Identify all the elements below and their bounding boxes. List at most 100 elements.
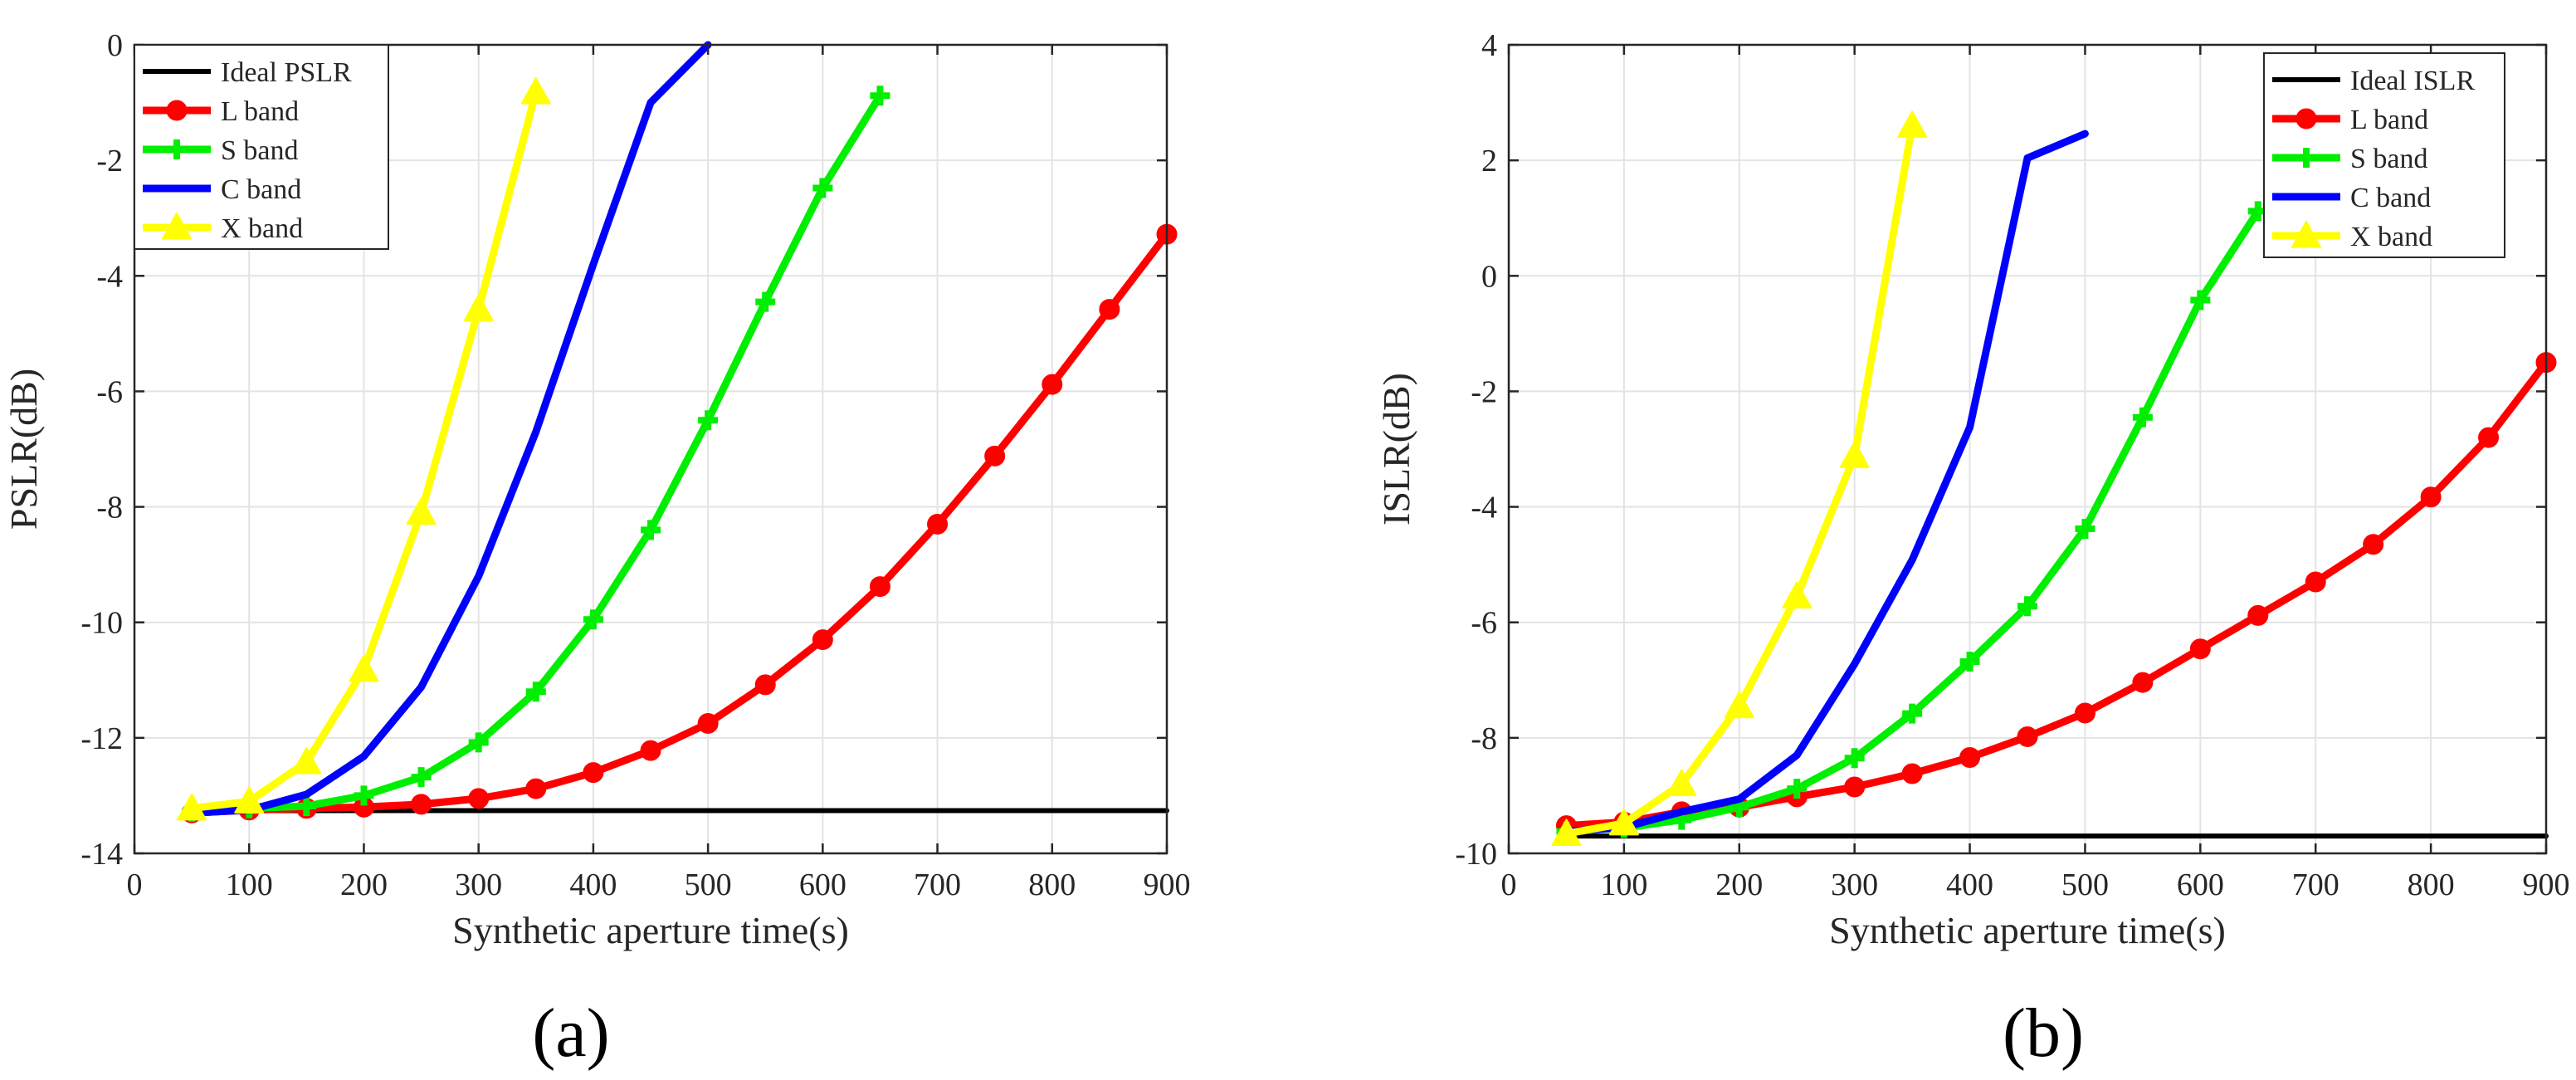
data-point-s-band <box>2075 519 2095 540</box>
data-point-x-band <box>1608 808 1639 836</box>
data-point-l-band <box>2420 486 2442 508</box>
legend-item-l-band: L band <box>143 96 299 127</box>
legend-label: C band <box>2350 183 2431 213</box>
legend-item-ideal-islr: Ideal ISLR <box>2272 66 2475 96</box>
x-tick-label: 800 <box>1028 867 1076 902</box>
x-tick-label: 500 <box>2061 867 2109 902</box>
x-tick-label: 900 <box>1144 867 1191 902</box>
data-point-l-band <box>411 794 432 815</box>
x-tick-label: 200 <box>340 867 388 902</box>
data-point-l-band <box>2189 638 2211 660</box>
data-point-x-band <box>291 747 322 775</box>
data-point-x-band <box>1666 769 1697 797</box>
y-tick-label: -4 <box>1471 491 1497 525</box>
data-point-l-band <box>754 674 776 696</box>
legend-item-x-band: X band <box>143 213 303 244</box>
data-point-l-band <box>697 712 719 734</box>
data-point-s-band <box>2017 596 2037 617</box>
data-point-s-band <box>468 732 489 753</box>
x-tick-label: 400 <box>1946 867 1993 902</box>
y-tick-label: -4 <box>96 259 123 294</box>
panel-b-islr-chart: 0 100 200 300 400 500 600 700 800 900 -10 -8 -6 -4 -2 0… <box>1375 28 2570 951</box>
legend-marker <box>2296 148 2316 168</box>
legend: Ideal PSLR L band S band C band X band <box>134 44 389 250</box>
legend-item-l-band: L band <box>2272 105 2428 135</box>
legend-label: Ideal PSLR <box>221 57 352 88</box>
y-tick-label: -6 <box>96 374 123 409</box>
data-point-x-band <box>1839 441 1870 468</box>
legend-marker <box>2295 108 2317 130</box>
y-axis-label: PSLR(dB) <box>2 369 45 530</box>
series-c-band <box>1562 130 2089 836</box>
data-point-l-band <box>640 740 661 761</box>
data-point-s-band <box>1844 748 1865 769</box>
legend-label: Ideal ISLR <box>2350 66 2475 96</box>
axes-box <box>133 43 1168 855</box>
data-point-l-band <box>2017 726 2038 747</box>
series-c-band <box>188 41 712 817</box>
y-axis-label: ISLR(dB) <box>1375 373 1417 525</box>
data-point-x-band <box>177 793 207 821</box>
legend-marker <box>162 213 192 240</box>
y-tick-label: -8 <box>96 491 123 525</box>
x-tick-label: 400 <box>569 867 617 902</box>
data-point-l-band <box>1042 374 1063 395</box>
data-point-l-band <box>2363 534 2384 555</box>
legend-label: S band <box>2350 144 2428 174</box>
data-point-l-band <box>525 778 547 799</box>
data-point-l-band <box>2074 702 2095 724</box>
y-tick-label: -2 <box>1471 374 1497 409</box>
legend-item-c-band: C band <box>2272 183 2431 213</box>
legend-item-x-band: X band <box>2272 221 2432 252</box>
data-point-x-band <box>1724 691 1754 719</box>
legend-label: X band <box>221 213 303 244</box>
data-point-x-band <box>234 786 265 814</box>
data-point-x-band <box>520 77 551 105</box>
legend-label: S band <box>221 135 299 166</box>
data-point-l-band <box>2132 672 2154 693</box>
legend-marker <box>2291 221 2321 248</box>
x-tick-label: 700 <box>914 867 961 902</box>
series-group <box>1551 110 2557 846</box>
x-tick-label: 500 <box>685 867 732 902</box>
data-point-s-band <box>812 178 833 198</box>
x-tick-label: 100 <box>226 867 273 902</box>
y-tick-label: -10 <box>80 606 123 641</box>
x-tick-label: 0 <box>1501 867 1517 902</box>
data-point-s-band <box>1787 779 1808 799</box>
series-x-band <box>1551 110 1928 846</box>
legend: Ideal ISLR L band S band C band X band <box>2263 52 2505 258</box>
data-point-l-band <box>1959 747 1981 769</box>
data-point-l-band <box>468 788 490 809</box>
data-point-x-band <box>463 294 494 322</box>
x-tick-label: 200 <box>1715 867 1763 902</box>
series-x-band <box>177 77 551 821</box>
data-point-s-band <box>1959 652 1980 672</box>
series-line-c-band <box>1562 130 2089 836</box>
data-point-l-band <box>869 576 890 598</box>
data-point-x-band <box>1551 819 1582 846</box>
data-point-x-band <box>1897 110 1928 138</box>
x-tick-label: 700 <box>2292 867 2339 902</box>
data-point-s-band <box>755 291 776 312</box>
data-point-s-band <box>870 86 890 106</box>
data-point-x-band <box>1782 581 1812 609</box>
data-point-s-band <box>1902 703 1923 724</box>
axes-box <box>1507 43 2548 855</box>
y-tick-label: -12 <box>80 721 123 756</box>
data-point-l-band <box>2247 604 2269 626</box>
data-point-s-band <box>296 795 317 816</box>
legend-item-ideal-pslr: Ideal PSLR <box>143 57 352 88</box>
ticks: 0 100 200 300 400 500 600 700 800 900 -10 -8 -6 -4 -2 0… <box>1455 28 2569 902</box>
ticks: 0 100 200 300 400 500 600 700 800 900 -14 -12 -10 -8 -… <box>80 28 1190 902</box>
legend-item-c-band: C band <box>143 174 301 205</box>
y-tick-label: -14 <box>80 837 123 872</box>
legend-label: L band <box>221 96 299 127</box>
panel-label-a: (a) <box>532 994 609 1072</box>
y-tick-label: 2 <box>1481 144 1497 178</box>
data-point-l-band <box>984 445 1006 467</box>
data-point-s-band <box>698 410 719 431</box>
data-point-s-band <box>583 609 603 630</box>
x-tick-label: 300 <box>455 867 502 902</box>
